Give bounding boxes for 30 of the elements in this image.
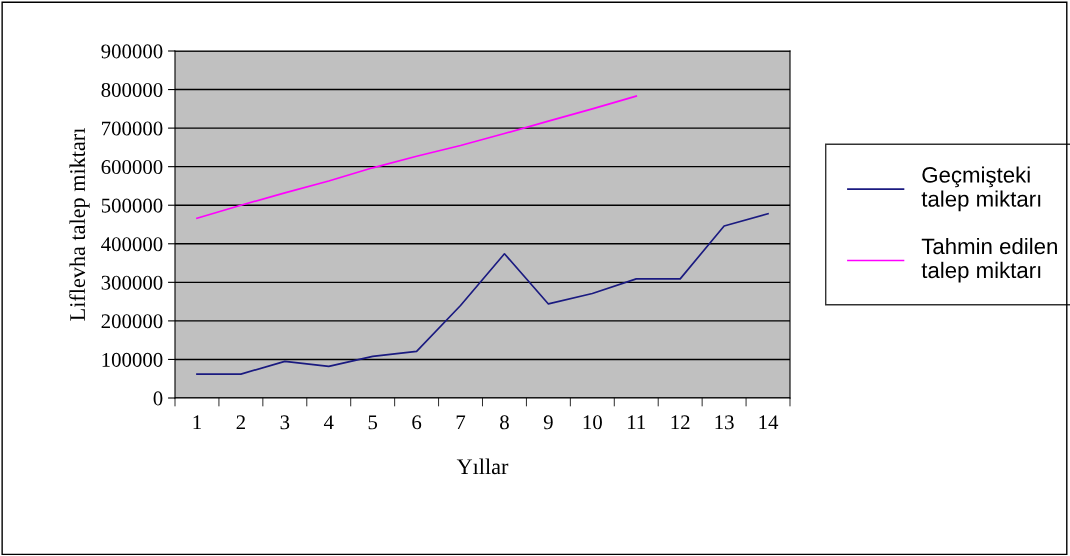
x-tick-label: 1 xyxy=(193,415,201,430)
x-tick-label: 7 xyxy=(456,415,466,430)
x-tick-label: 10 xyxy=(583,415,602,430)
x-tick-label: 6 xyxy=(412,415,422,430)
x-tick-label: 11 xyxy=(628,415,646,430)
legend-label: Tahmin edilen talep miktarı xyxy=(921,237,1057,283)
line-series xyxy=(196,212,769,375)
y-tick-label: 0 xyxy=(153,391,163,406)
y-tick-label: 300000 xyxy=(101,275,163,290)
y-tick-label: 500000 xyxy=(101,198,163,213)
y-tick-label: 600000 xyxy=(101,160,163,175)
y-tick-label: 100000 xyxy=(102,352,163,367)
y-tick-label: 400000 xyxy=(101,237,163,252)
x-tick-label: 12 xyxy=(671,415,690,430)
y-tick-label: 200000 xyxy=(101,314,163,329)
x-tick-label: 5 xyxy=(368,415,378,430)
x-tick-label: 14 xyxy=(759,415,779,430)
y-tick-label: 900000 xyxy=(101,44,163,59)
y-tick-label: 700000 xyxy=(102,121,163,136)
x-tick-label: 3 xyxy=(280,415,290,430)
x-tick-label: 8 xyxy=(500,415,509,430)
x-axis-title: Yıllar xyxy=(456,458,509,475)
x-tick-label: 2 xyxy=(236,415,245,430)
legend-label: Geçmişteki talep miktarı xyxy=(921,166,1041,212)
y-axis-title: Liflevha talep miktarı xyxy=(69,128,90,321)
line-series xyxy=(196,95,638,220)
x-tick-label: 9 xyxy=(543,415,553,430)
x-tick-label: 4 xyxy=(323,415,334,430)
y-tick-label: 800000 xyxy=(101,82,163,97)
x-tick-label: 13 xyxy=(715,415,734,430)
